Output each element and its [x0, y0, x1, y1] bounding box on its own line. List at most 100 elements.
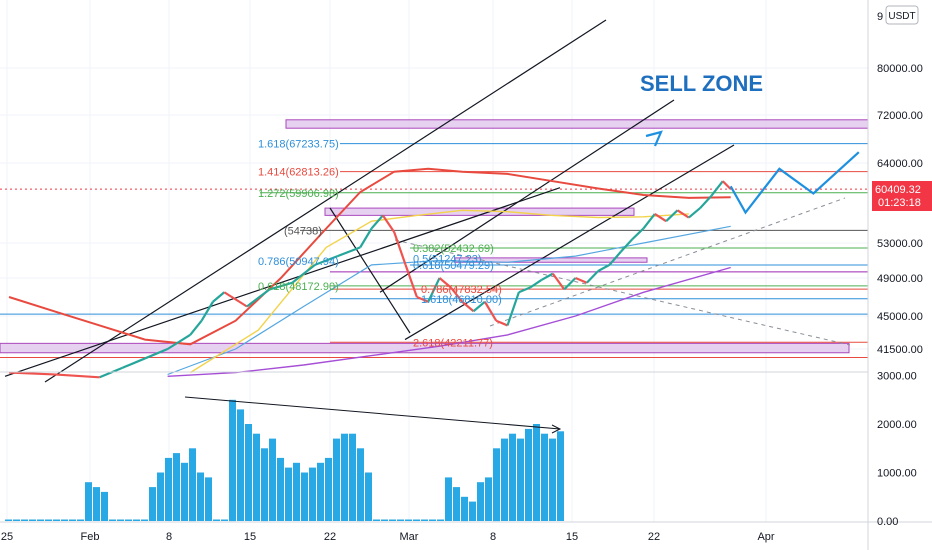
volume-bar-31 [253, 433, 260, 521]
volume-bar-43 [349, 433, 356, 521]
volume-bar-54 [437, 519, 444, 521]
price-segment-23 [438, 277, 452, 289]
volume-bar-57 [461, 496, 468, 522]
price-segment-28 [495, 319, 508, 327]
price-tick-label-1: 72000.00 [877, 110, 923, 122]
fib-label-1: 1.414(62813.26) [258, 167, 339, 179]
volume-bar-30 [245, 424, 252, 521]
price-segment-33 [551, 272, 566, 291]
channel-trend-line [329, 207, 411, 334]
volume-bar-27 [221, 519, 228, 521]
volume-tick-label-2: 1000.00 [877, 468, 917, 480]
price-segment-6 [167, 333, 191, 350]
volume-bar-13 [109, 519, 116, 521]
volume-bar-3 [29, 519, 36, 521]
volume-bar-36 [293, 462, 300, 521]
price-segment-27 [483, 301, 498, 322]
price-segment-48 [722, 180, 732, 190]
price-segment-47 [710, 180, 724, 197]
price-segment-9 [212, 291, 225, 303]
volume-bar-14 [117, 519, 124, 521]
current-price-tag: 60409.32 01:23:18 [872, 181, 932, 211]
volume-bar-49 [397, 519, 404, 521]
price-segment-26 [472, 300, 486, 313]
price-segment-31 [529, 278, 543, 289]
price-segment-5 [144, 347, 169, 360]
ma-blue-line [167, 225, 731, 376]
time-tick-label-0: 25 [1, 531, 13, 543]
volume-bar-42 [341, 433, 348, 521]
volume-bar-37 [301, 472, 308, 521]
projection-path [729, 151, 860, 215]
sell-zone-box [285, 119, 869, 129]
fib-label-2: 1.272(59906.98) [258, 188, 339, 200]
price-segment-42 [654, 212, 667, 223]
price-segment-16 [359, 227, 373, 248]
volume-bar-56 [453, 487, 460, 521]
sell-zone-annotation: SELL ZONE [640, 71, 763, 96]
volume-bar-17 [141, 519, 148, 521]
price-segment-29 [506, 291, 520, 326]
volume-bar-44 [357, 448, 364, 522]
volume-bar-2 [21, 519, 28, 521]
volume-bar-21 [173, 453, 180, 521]
price-segment-13 [291, 264, 316, 284]
time-tick-label-8: 22 [648, 531, 660, 543]
volume-bar-63 [509, 433, 516, 521]
fib-label-8: 0.618(48172.90) [258, 281, 339, 293]
volume-divergence-arrowhead [551, 424, 562, 434]
volume-bar-68 [549, 438, 556, 521]
time-tick-label-6: 8 [490, 531, 496, 543]
volume-bar-10 [85, 482, 92, 521]
volume-bar-58 [469, 501, 476, 521]
volume-tick-label-0: 3000.00 [877, 371, 917, 383]
volume-bar-6 [53, 519, 60, 521]
fib-label-5: 0.5(51247.23) [413, 253, 482, 265]
volume-bar-48 [389, 519, 396, 521]
time-tick-label-7: 15 [566, 531, 578, 543]
time-tick-label-3: 15 [244, 531, 256, 543]
price-segment-24 [450, 286, 464, 303]
volume-bar-69 [557, 431, 564, 521]
volume-divergence-line [184, 396, 561, 430]
time-tick-label-4: 22 [324, 531, 336, 543]
price-segment-8 [200, 301, 214, 322]
volume-bar-35 [285, 467, 292, 521]
volume-bar-64 [517, 438, 524, 521]
projection-arrowhead [645, 130, 663, 147]
price-tick-label-2: 64000.00 [877, 158, 923, 170]
volume-bar-52 [421, 519, 428, 521]
volume-bar-40 [325, 457, 332, 521]
volume-bar-47 [381, 519, 388, 521]
channel-inner-lower-line [404, 144, 735, 341]
volume-bar-28 [229, 399, 236, 522]
currency-badge[interactable]: USDT [885, 5, 919, 25]
volume-bar-1 [13, 519, 20, 521]
price-segment-30 [518, 286, 531, 294]
volume-bar-29 [237, 409, 244, 521]
price-segment-35 [575, 276, 588, 284]
time-tick-label-2: 8 [166, 531, 172, 543]
price-segment-1 [8, 371, 55, 376]
volume-bar-62 [501, 438, 508, 521]
volume-bar-22 [181, 462, 188, 521]
time-tick-label-1: Feb [81, 531, 100, 543]
volume-bar-20 [165, 457, 172, 521]
volume-bar-12 [101, 491, 108, 521]
volume-bar-34 [277, 457, 284, 521]
price-segment-32 [540, 272, 554, 281]
currency-badge-label: USDT [888, 11, 915, 22]
volume-bar-38 [309, 467, 316, 521]
volume-bar-46 [373, 519, 380, 521]
price-segment-43 [665, 209, 679, 222]
price-tick-label-6: 41500.00 [877, 344, 923, 356]
volume-bar-60 [485, 477, 492, 521]
price-segment-14 [314, 255, 338, 266]
price-segment-45 [688, 207, 701, 219]
price-segment-18 [381, 214, 396, 233]
volume-bar-4 [37, 519, 44, 521]
time-tick-label-9: Apr [757, 531, 774, 543]
volume-bar-65 [525, 428, 532, 521]
price-segment-22 [427, 277, 441, 303]
